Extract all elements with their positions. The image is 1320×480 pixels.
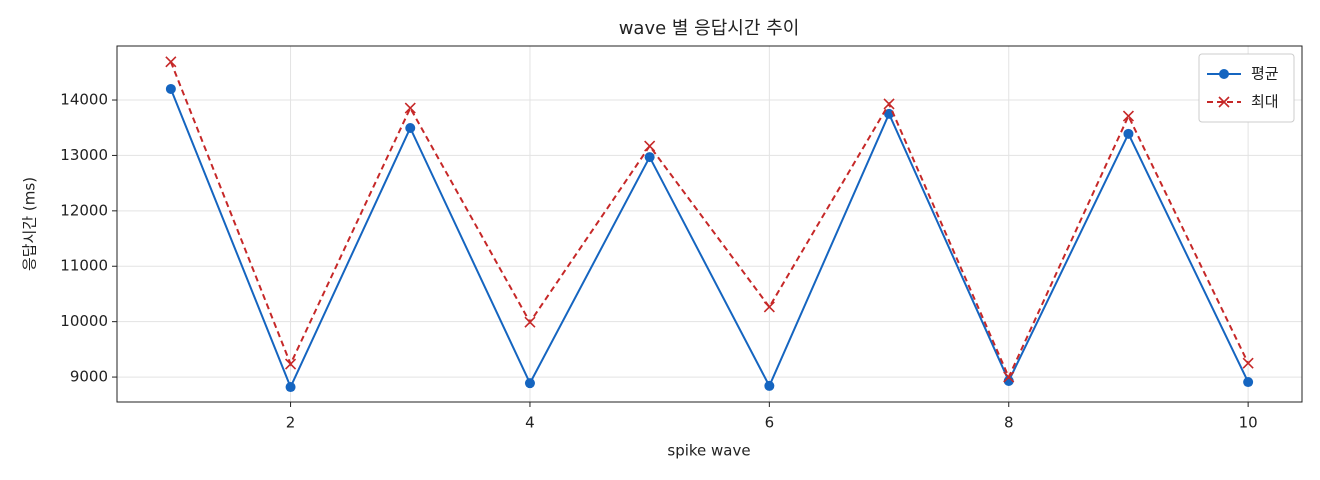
marker-circle (1219, 69, 1229, 79)
x-axis-label: spike wave (667, 442, 750, 460)
x-tick-label: 2 (286, 414, 296, 432)
marker-x (883, 98, 895, 110)
y-tick-label: 13000 (60, 146, 108, 164)
marker-circle (524, 378, 535, 389)
x-tick-label: 6 (765, 414, 775, 432)
y-axis-label: 응답시간 (ms) (21, 177, 39, 271)
marker-circle (165, 83, 176, 94)
y-tick-label: 11000 (60, 257, 108, 275)
x-tick-label: 10 (1239, 414, 1258, 432)
marker-x (763, 301, 775, 313)
y-tick-label: 12000 (60, 201, 108, 219)
chart-title: wave 별 응답시간 추이 (619, 18, 800, 39)
marker-x (524, 316, 536, 328)
marker-x (165, 56, 177, 68)
x-tick-label: 8 (1004, 414, 1014, 432)
marker-circle (644, 152, 655, 163)
marker-circle (1123, 128, 1134, 139)
y-tick-label: 14000 (60, 91, 108, 109)
marker-x (284, 358, 297, 370)
marker-x (1122, 110, 1135, 122)
legend-label: 평균 (1251, 65, 1279, 83)
marker-x (404, 102, 416, 114)
series-line (169, 61, 1250, 380)
marker-circle (764, 380, 775, 391)
plot-frame (116, 45, 1303, 403)
legend-label: 최대 (1251, 93, 1279, 111)
x-tick-label: 4 (525, 414, 535, 432)
marker-x (1242, 357, 1254, 369)
marker-circle (405, 123, 416, 134)
marker-x (1003, 371, 1015, 383)
y-tick-label: 10000 (60, 312, 108, 330)
y-tick-label: 9000 (70, 368, 108, 386)
series-line (169, 88, 1250, 390)
marker-x (1218, 96, 1230, 108)
legend-box (1198, 53, 1295, 123)
marker-x (644, 140, 656, 152)
marker-circle (1243, 377, 1254, 388)
marker-circle (285, 382, 296, 393)
